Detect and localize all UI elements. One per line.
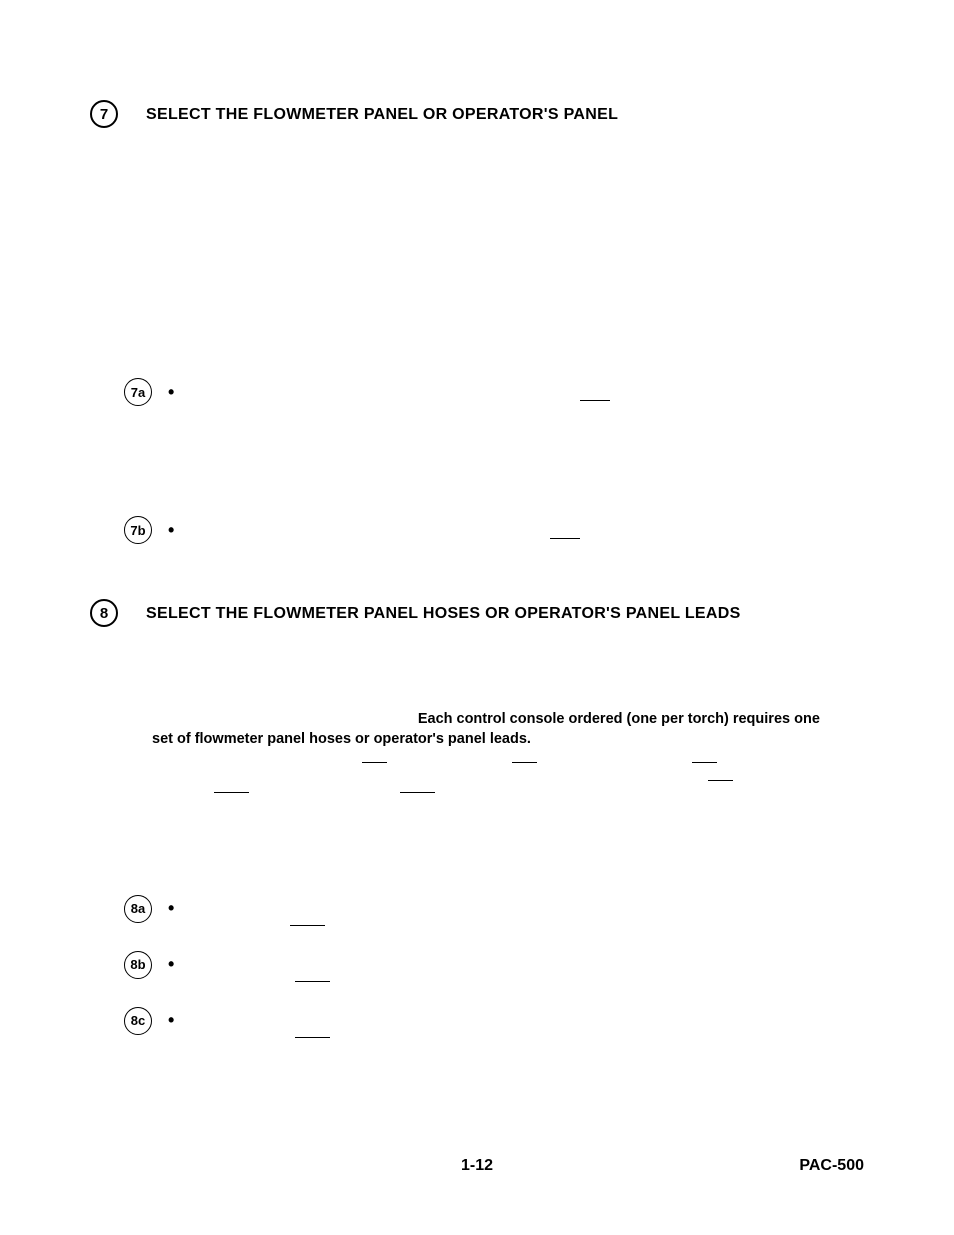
- underline-f: [400, 792, 435, 793]
- underline-e: [214, 792, 249, 793]
- section-8-bold-text: Each control console ordered (one per to…: [152, 711, 820, 747]
- bullet-icon: •: [168, 382, 174, 403]
- section-7b-label: 7b: [130, 523, 145, 538]
- underline-8c: [295, 1037, 330, 1038]
- section-8b-label: 8b: [130, 957, 145, 972]
- section-8-number-badge: 8: [90, 599, 118, 627]
- section-7b-badge: 7b: [124, 516, 152, 544]
- bullet-icon: •: [168, 954, 174, 975]
- section-7-header: 7 SELECT THE FLOWMETER PANEL OR OPERATOR…: [90, 100, 864, 128]
- section-8a-badge: 8a: [124, 895, 152, 923]
- underline-7a: [580, 400, 610, 401]
- section-8c-row: 8c •: [90, 1007, 864, 1035]
- section-7a-row: 7a •: [90, 378, 864, 406]
- section-7a-badge: 7a: [124, 378, 152, 406]
- section-7-number-badge: 7: [90, 100, 118, 128]
- section-8-header: 8 SELECT THE FLOWMETER PANEL HOSES OR OP…: [90, 599, 864, 627]
- underline-8b: [295, 981, 330, 982]
- section-8c-badge: 8c: [124, 1007, 152, 1035]
- section-8b-row: 8b •: [90, 951, 864, 979]
- underline-a: [362, 762, 387, 763]
- section-8a-row: 8a •: [90, 895, 864, 923]
- section-8-heading: SELECT THE FLOWMETER PANEL HOSES OR OPER…: [146, 599, 741, 626]
- document-code: PAC-500: [799, 1157, 864, 1175]
- section-8c-label: 8c: [131, 1013, 145, 1028]
- bullet-icon: •: [168, 898, 174, 919]
- section-7-number: 7: [100, 106, 108, 123]
- section-7-heading: SELECT THE FLOWMETER PANEL OR OPERATOR'S…: [146, 100, 618, 127]
- underline-row-1: [152, 750, 864, 800]
- bullet-icon: •: [168, 1010, 174, 1031]
- page-footer: 1-12 PAC-500: [0, 1157, 954, 1175]
- underline-b: [512, 762, 537, 763]
- underline-d: [708, 780, 733, 781]
- section-7b-row: 7b •: [90, 516, 864, 544]
- page-number: 1-12: [461, 1157, 493, 1175]
- section-8b-badge: 8b: [124, 951, 152, 979]
- underline-7b: [550, 538, 580, 539]
- section-8-paragraph: hidden lead text padding to push bold Ea…: [152, 709, 844, 750]
- section-7a-label: 7a: [131, 385, 145, 400]
- section-8-number: 8: [100, 605, 108, 622]
- section-8a-label: 8a: [131, 901, 145, 916]
- underline-8a: [290, 925, 325, 926]
- underline-c: [692, 762, 717, 763]
- bullet-icon: •: [168, 520, 174, 541]
